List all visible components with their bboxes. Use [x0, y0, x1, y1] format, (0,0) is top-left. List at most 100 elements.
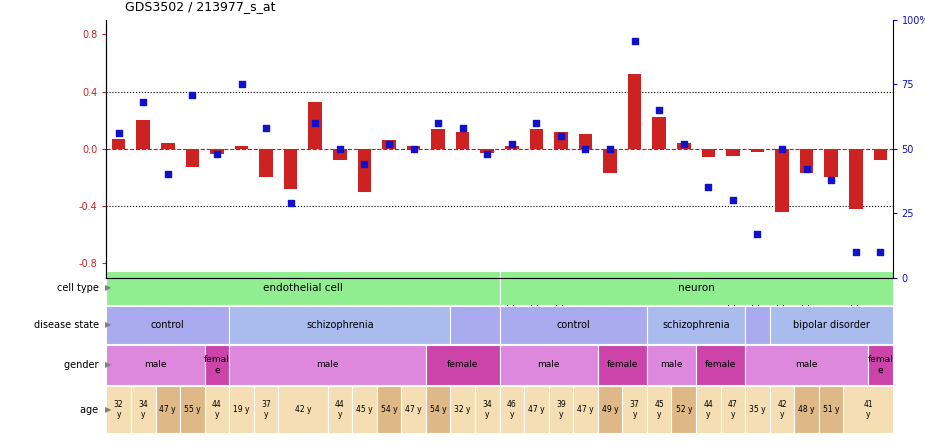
Text: 34
y: 34 y	[139, 400, 148, 419]
Text: male: male	[796, 361, 818, 369]
Text: male: male	[660, 361, 683, 369]
Bar	[549, 386, 574, 433]
Text: male: male	[316, 361, 339, 369]
Bar	[327, 386, 352, 433]
Bar	[333, 149, 347, 160]
Text: neuron: neuron	[678, 283, 714, 293]
Bar	[235, 146, 248, 149]
Bar	[456, 131, 469, 149]
Text: 34
y: 34 y	[482, 400, 492, 419]
Bar	[647, 306, 746, 344]
Point	[627, 37, 642, 44]
Bar	[770, 306, 893, 344]
Bar	[431, 129, 445, 149]
Text: 55 y: 55 y	[184, 405, 201, 414]
Text: 47 y: 47 y	[159, 405, 176, 414]
Bar	[401, 386, 426, 433]
Bar	[579, 135, 592, 149]
Bar	[112, 139, 126, 149]
Bar	[229, 345, 426, 385]
Bar	[161, 143, 175, 149]
Text: 37
y: 37 y	[630, 400, 639, 419]
Bar	[524, 386, 549, 433]
Point	[529, 119, 544, 127]
Bar	[751, 149, 764, 151]
Bar	[500, 386, 524, 433]
Bar	[505, 146, 519, 149]
Bar	[746, 306, 770, 344]
Bar	[426, 386, 450, 433]
Point	[873, 248, 888, 255]
Bar	[259, 149, 273, 177]
Bar	[800, 149, 813, 173]
Text: 47 y: 47 y	[405, 405, 422, 414]
Text: 32
y: 32 y	[114, 400, 123, 419]
Text: 44
y: 44 y	[704, 400, 713, 419]
Bar	[450, 386, 475, 433]
Text: female: female	[705, 361, 736, 369]
Bar	[849, 149, 862, 209]
Text: schizophrenia: schizophrenia	[306, 320, 374, 330]
Text: 45 y: 45 y	[356, 405, 373, 414]
Bar	[204, 345, 229, 385]
Bar	[376, 386, 401, 433]
Point	[160, 171, 175, 178]
Bar	[480, 149, 494, 153]
Point	[824, 176, 839, 183]
Bar	[775, 149, 789, 212]
Bar	[106, 271, 500, 305]
Bar	[229, 386, 253, 433]
Point	[652, 107, 667, 114]
Point	[406, 145, 421, 152]
Text: 47
y: 47 y	[728, 400, 738, 419]
Bar	[868, 345, 893, 385]
Text: 44
y: 44 y	[335, 400, 345, 419]
Bar	[155, 386, 180, 433]
Bar	[308, 102, 322, 149]
Point	[283, 199, 298, 206]
Bar	[697, 345, 746, 385]
Point	[504, 140, 519, 147]
Text: ▶: ▶	[105, 320, 111, 329]
Point	[676, 140, 691, 147]
Text: schizophrenia: schizophrenia	[662, 320, 730, 330]
Text: male: male	[537, 361, 560, 369]
Point	[431, 119, 446, 127]
Bar	[677, 143, 691, 149]
Bar	[500, 345, 598, 385]
Point	[725, 197, 740, 204]
Bar	[407, 146, 420, 149]
Text: 42 y: 42 y	[295, 405, 311, 414]
Point	[848, 248, 863, 255]
Text: 51 y: 51 y	[823, 405, 840, 414]
Point	[603, 145, 618, 152]
Point	[701, 184, 716, 191]
Bar	[180, 386, 204, 433]
Text: 52 y: 52 y	[675, 405, 692, 414]
Bar	[284, 149, 298, 189]
Bar	[426, 345, 500, 385]
Bar	[824, 149, 838, 177]
Point	[185, 91, 200, 98]
Bar	[721, 386, 746, 433]
Text: male: male	[144, 361, 166, 369]
Bar	[500, 306, 647, 344]
Text: 19 y: 19 y	[233, 405, 250, 414]
Bar	[352, 386, 376, 433]
Text: control: control	[151, 320, 185, 330]
Text: cell type: cell type	[56, 283, 102, 293]
Point	[455, 125, 470, 132]
Bar	[450, 306, 500, 344]
Bar	[873, 149, 887, 160]
Bar	[382, 140, 396, 149]
Point	[210, 151, 225, 158]
Text: ▶: ▶	[105, 405, 111, 414]
Bar	[697, 386, 721, 433]
Text: gender: gender	[64, 360, 102, 370]
Point	[750, 230, 765, 237]
Text: 46
y: 46 y	[507, 400, 517, 419]
Point	[480, 151, 495, 158]
Bar	[701, 149, 715, 157]
Text: bipolar disorder: bipolar disorder	[793, 320, 870, 330]
Bar	[210, 149, 224, 155]
